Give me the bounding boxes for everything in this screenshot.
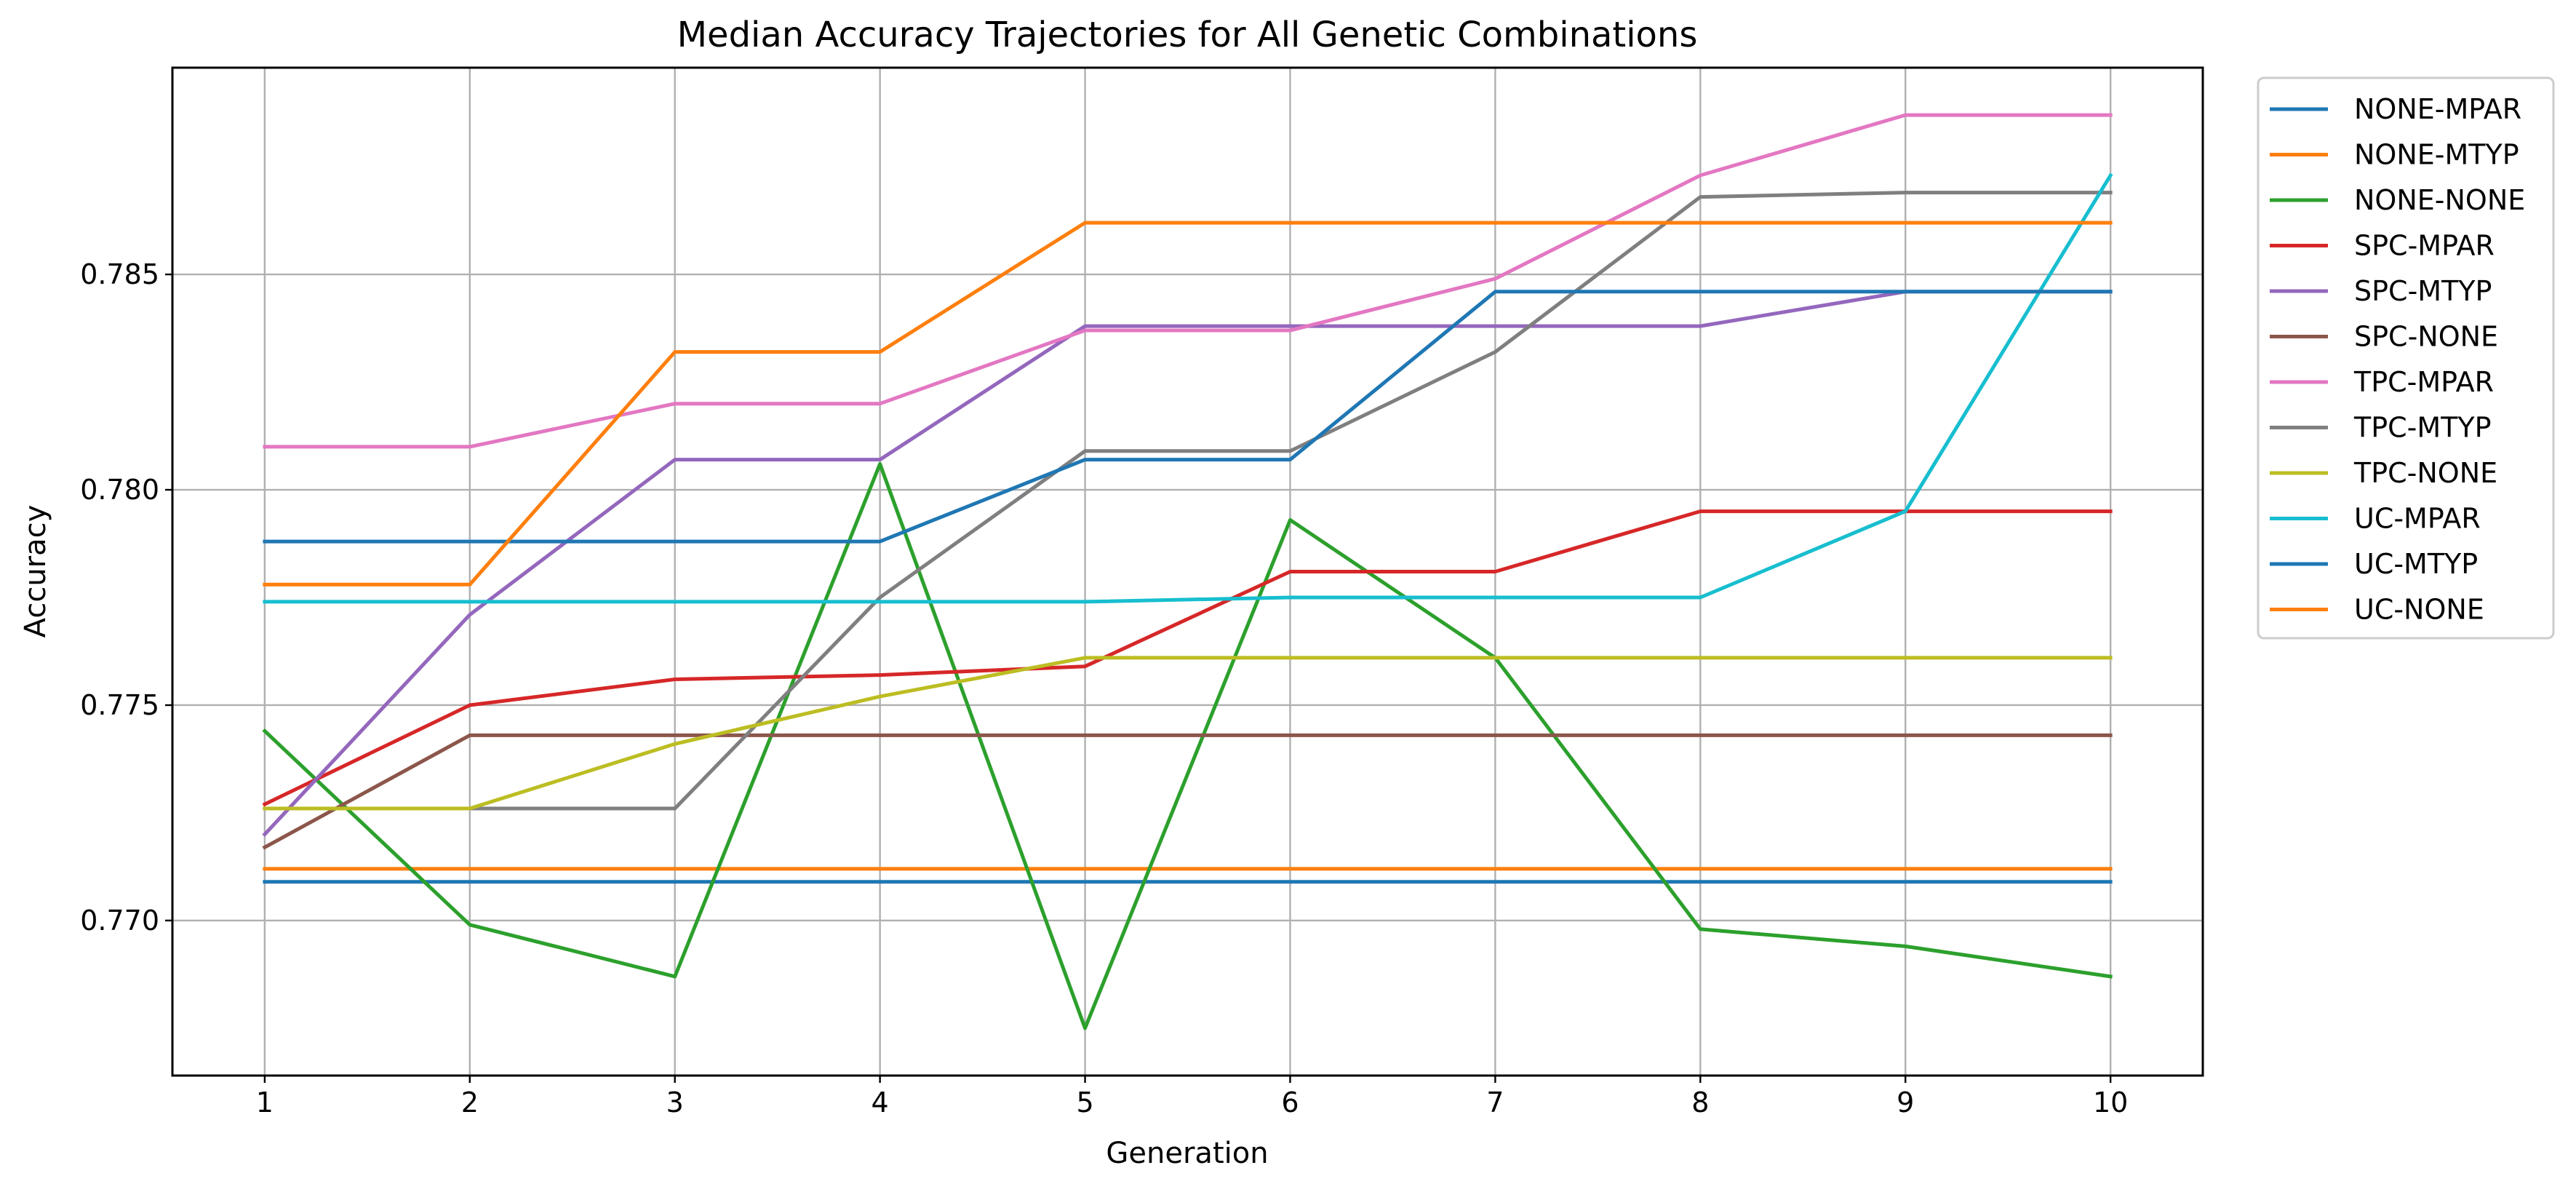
legend-label: TPC-MTYP [2353,412,2492,444]
series-line-tpc-mtyp [263,191,2113,811]
legend-label: SPC-NONE [2354,321,2498,353]
series-line-spc-mpar [262,509,2113,807]
series-line-uc-none [263,220,2113,587]
series-line-tpc-mpar [263,113,2113,449]
legend-label: SPC-MTYP [2354,275,2492,307]
series-line-none-none [262,462,2113,1030]
legend: NONE-MPAR NONE-MTYP NONE-NONE SPC-MPAR SPC-M… [2257,76,2555,640]
legend-label: UC-MPAR [2354,503,2481,535]
legend-label: UC-NONE [2354,594,2484,626]
x-tick-label: 4 [872,1086,889,1119]
y-tick-label: 0.770 [80,905,159,937]
x-tick-label: 8 [1691,1086,1709,1119]
axis-ticks: 1 2 3 4 5 6 7 8 9 10 0.770 0.775 0.780 0.785 [80,258,2128,1119]
legend-label: NONE-NONE [2354,184,2525,216]
series-lines [262,113,2113,1030]
x-tick-label: 9 [1897,1086,1914,1119]
legend-label: NONE-MPAR [2354,93,2521,125]
x-tick-label: 6 [1281,1086,1299,1119]
y-tick-label: 0.775 [80,689,159,721]
series-line-spc-none [262,733,2113,850]
x-tick-label: 1 [256,1086,274,1119]
plot-frame [171,66,2204,1077]
grid [172,68,2203,1076]
x-tick-label: 3 [666,1086,684,1119]
y-tick-label: 0.780 [80,474,159,506]
x-tick-label: 7 [1486,1086,1504,1119]
legend-label: NONE-MTYP [2354,139,2519,171]
legend-label: SPC-MPAR [2354,230,2495,262]
series-line-uc-mpar [263,172,2113,604]
series-line-spc-mtyp [262,290,2113,838]
y-tick-label: 0.785 [80,258,159,290]
x-tick-label: 2 [461,1086,479,1119]
x-tick-label: 10 [2093,1086,2128,1119]
legend-box [2257,76,2555,640]
chart-title: Median Accuracy Trajectories for All Gen… [677,15,1698,55]
legend-label: TPC-NONE [2353,457,2497,489]
legend-label: TPC-MPAR [2353,366,2494,398]
series-line-uc-mtyp [263,290,2113,544]
y-axis-label: Accuracy [19,505,52,638]
legend-label: UC-MTYP [2354,548,2478,580]
x-tick-label: 5 [1076,1086,1093,1119]
x-axis-label: Generation [1106,1137,1268,1170]
series-line-tpc-none [263,656,2113,811]
